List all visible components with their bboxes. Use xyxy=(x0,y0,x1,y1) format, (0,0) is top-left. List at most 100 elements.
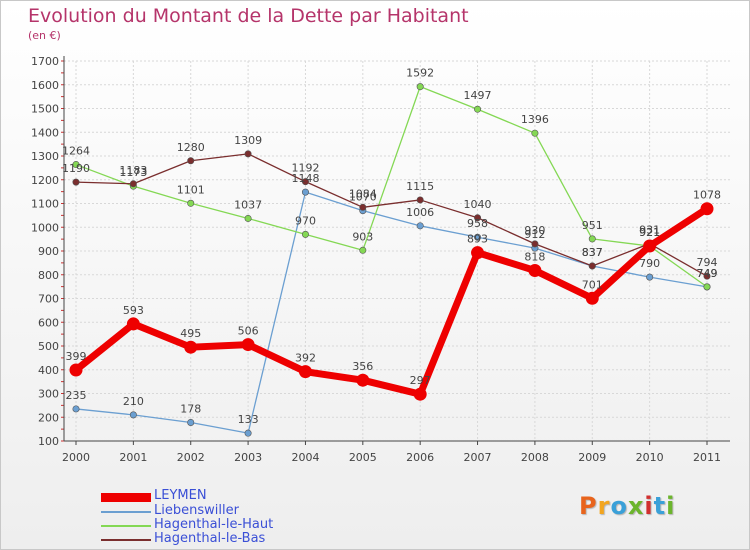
legend-label-hagenthal-le-bas: Hagenthal-le-Bas xyxy=(154,531,266,546)
x-tick-label: 2010 xyxy=(636,451,664,464)
point-leymen xyxy=(700,202,714,216)
point-hagenthal-le-bas xyxy=(187,157,195,165)
data-label-leymen: 893 xyxy=(467,233,488,246)
y-tick-label: 600 xyxy=(38,316,59,329)
series-line-liebenswiller xyxy=(75,191,708,434)
chart-title: Evolution du Montant de la Dette par Hab… xyxy=(28,5,469,27)
point-hagenthal-le-haut xyxy=(703,283,711,291)
x-tick-label: 2002 xyxy=(177,451,205,464)
data-label-hagenthal-le-haut: 1037 xyxy=(234,198,262,211)
y-tick-label: 1700 xyxy=(31,55,59,68)
chart-unit: (en €) xyxy=(28,29,61,42)
point-leymen xyxy=(643,239,657,253)
legend-label-liebenswiller: Liebenswiller xyxy=(154,503,239,518)
point-leymen xyxy=(585,291,599,305)
point-hagenthal-le-haut xyxy=(244,214,252,222)
data-label-hagenthal-le-bas: 1309 xyxy=(234,134,262,147)
data-label-leymen: 392 xyxy=(295,352,316,365)
data-label-liebenswiller: 235 xyxy=(66,389,87,402)
point-liebenswiller xyxy=(416,222,424,230)
data-label-leymen: 701 xyxy=(582,278,603,291)
legend-label-leymen: LEYMEN xyxy=(154,488,207,503)
proxiti-logo: Proxiti xyxy=(579,492,676,520)
x-tick-label: 2009 xyxy=(578,451,606,464)
point-leymen xyxy=(413,387,427,401)
legend-swatch-leymen xyxy=(101,493,151,502)
y-tick-label: 100 xyxy=(38,435,59,448)
data-label-leymen: 356 xyxy=(352,360,373,373)
y-tick-label: 900 xyxy=(38,245,59,258)
point-hagenthal-le-haut xyxy=(72,161,80,169)
y-tick-label: 1500 xyxy=(31,103,59,116)
y-tick-label: 1600 xyxy=(31,79,59,92)
point-hagenthal-le-bas xyxy=(703,272,711,280)
x-tick-label: 2003 xyxy=(234,451,262,464)
data-label-hagenthal-le-bas: 1280 xyxy=(177,141,205,154)
series-line-hagenthal-le-bas xyxy=(75,153,708,277)
data-label-liebenswiller: 749 xyxy=(697,267,718,280)
point-hagenthal-le-bas xyxy=(359,203,367,211)
legend-swatch-hagenthal-le-bas xyxy=(101,539,151,541)
point-leymen xyxy=(126,317,140,331)
series-line-hagenthal-le-haut xyxy=(75,86,708,288)
data-label-liebenswiller: 1148 xyxy=(291,172,319,185)
data-label-hagenthal-le-bas: 1084 xyxy=(349,187,377,200)
data-label-leymen: 297 xyxy=(410,374,431,387)
data-label-liebenswiller: 210 xyxy=(123,395,144,408)
y-tick-label: 1100 xyxy=(31,198,59,211)
x-tick-label: 2006 xyxy=(406,451,434,464)
data-label-leymen: 818 xyxy=(524,250,545,263)
data-label-leymen: 506 xyxy=(238,325,259,338)
data-label-liebenswiller: 1070 xyxy=(349,191,377,204)
data-label-hagenthal-le-haut: 921 xyxy=(639,226,660,239)
point-hagenthal-le-haut xyxy=(359,246,367,254)
point-leymen xyxy=(471,246,485,260)
data-label-hagenthal-le-haut: 1101 xyxy=(177,183,205,196)
data-label-leymen: 921 xyxy=(639,226,660,239)
data-label-liebenswiller: 837 xyxy=(582,246,603,259)
point-liebenswiller xyxy=(187,418,195,426)
data-label-hagenthal-le-haut: 1396 xyxy=(521,113,549,126)
data-label-hagenthal-le-bas: 930 xyxy=(524,224,545,237)
x-tick-label: 2011 xyxy=(693,451,721,464)
data-label-leymen: 495 xyxy=(180,327,201,340)
y-tick-label: 300 xyxy=(38,388,59,401)
legend-swatch-liebenswiller xyxy=(101,511,151,513)
data-label-hagenthal-le-haut: 951 xyxy=(582,219,603,232)
point-liebenswiller xyxy=(244,429,252,437)
x-tick-label: 2000 xyxy=(62,451,90,464)
legend-label-hagenthal-le-haut: Hagenthal-le-Haut xyxy=(154,517,274,532)
point-liebenswiller xyxy=(646,273,654,281)
point-hagenthal-le-bas xyxy=(531,240,539,248)
point-leymen xyxy=(528,263,542,277)
data-label-leymen: 399 xyxy=(66,350,87,363)
y-tick-label: 1300 xyxy=(31,150,59,163)
point-leymen xyxy=(356,373,370,387)
y-tick-label: 700 xyxy=(38,293,59,306)
point-hagenthal-le-bas xyxy=(416,196,424,204)
data-label-liebenswiller: 790 xyxy=(639,257,660,270)
x-tick-label: 2001 xyxy=(119,451,147,464)
point-hagenthal-le-haut xyxy=(416,83,424,91)
data-label-hagenthal-le-bas: 931 xyxy=(639,224,660,237)
y-tick-label: 1400 xyxy=(31,126,59,139)
x-tick-label: 2008 xyxy=(521,451,549,464)
data-label-hagenthal-le-bas: 1040 xyxy=(464,198,492,211)
y-tick-label: 800 xyxy=(38,269,59,282)
y-tick-label: 200 xyxy=(38,411,59,424)
point-hagenthal-le-bas xyxy=(72,178,80,186)
y-tick-label: 1000 xyxy=(31,221,59,234)
data-label-hagenthal-le-haut: 1497 xyxy=(464,89,492,102)
point-liebenswiller xyxy=(129,411,137,419)
y-tick-label: 500 xyxy=(38,340,59,353)
data-label-hagenthal-le-haut: 1264 xyxy=(62,145,90,158)
point-hagenthal-le-haut xyxy=(187,199,195,207)
data-label-hagenthal-le-bas: 1192 xyxy=(291,162,319,175)
series-line-leymen xyxy=(72,205,711,398)
data-label-leymen: 1078 xyxy=(693,189,721,202)
data-label-hagenthal-le-haut: 1592 xyxy=(406,67,434,80)
data-label-hagenthal-le-bas: 1190 xyxy=(62,162,90,175)
data-label-hagenthal-le-haut: 970 xyxy=(295,214,316,227)
point-leymen xyxy=(184,340,198,354)
